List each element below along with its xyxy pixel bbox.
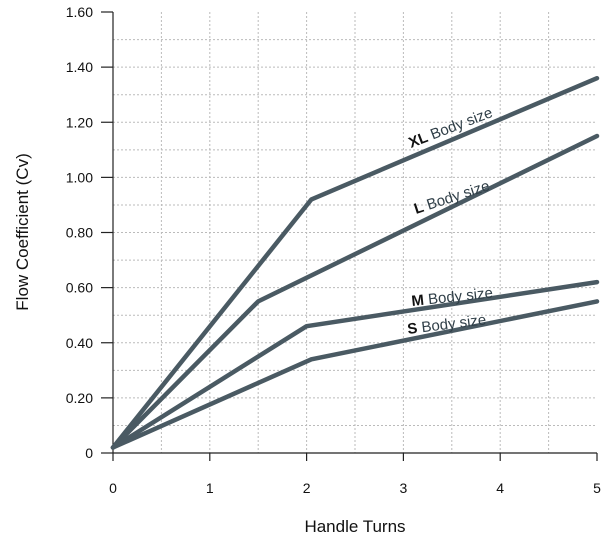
series-line-l (110, 133, 600, 450)
y-tick-label: 1.60 (66, 4, 93, 20)
y-tick-label: 0.20 (66, 390, 93, 406)
series-label-size-code: M (411, 292, 425, 310)
x-tick-label: 2 (303, 480, 311, 496)
y-tick-label: 0 (85, 445, 93, 461)
series-label-text: Body size (421, 177, 492, 215)
grid (113, 12, 597, 453)
y-axis-title: Flow Coefficient (Cv) (13, 153, 32, 310)
series-line-m (110, 279, 600, 450)
series-line-xl (110, 75, 600, 450)
x-tick-label: 4 (496, 480, 504, 496)
axes (101, 11, 598, 461)
series-label-size-code: S (406, 320, 418, 338)
y-tick-label: 1.40 (66, 59, 93, 75)
series-lines (110, 75, 600, 450)
series-label-size-code: XL (406, 129, 430, 152)
series-label-text: Body size (423, 285, 494, 309)
x-axis-title: Handle Turns (304, 517, 405, 536)
x-tick-label: 3 (400, 480, 408, 496)
x-tick-label: 5 (593, 480, 601, 496)
y-tick-label: 0.40 (66, 335, 93, 351)
tick-labels: 0 0.20 0.40 0.60 0.80 1.00 1.20 1.40 1.60 0 1 2 3 4 5 (66, 4, 601, 496)
y-tick-label: 0.60 (66, 280, 93, 296)
y-tick-label: 0.80 (66, 225, 93, 241)
series-line-s (110, 299, 600, 450)
y-tick-label: 1.20 (66, 114, 93, 130)
series-label-l: L Body size (412, 177, 492, 217)
x-tick-label: 0 (109, 480, 117, 496)
y-tick-label: 1.00 (66, 169, 93, 185)
x-tick-label: 1 (206, 480, 214, 496)
